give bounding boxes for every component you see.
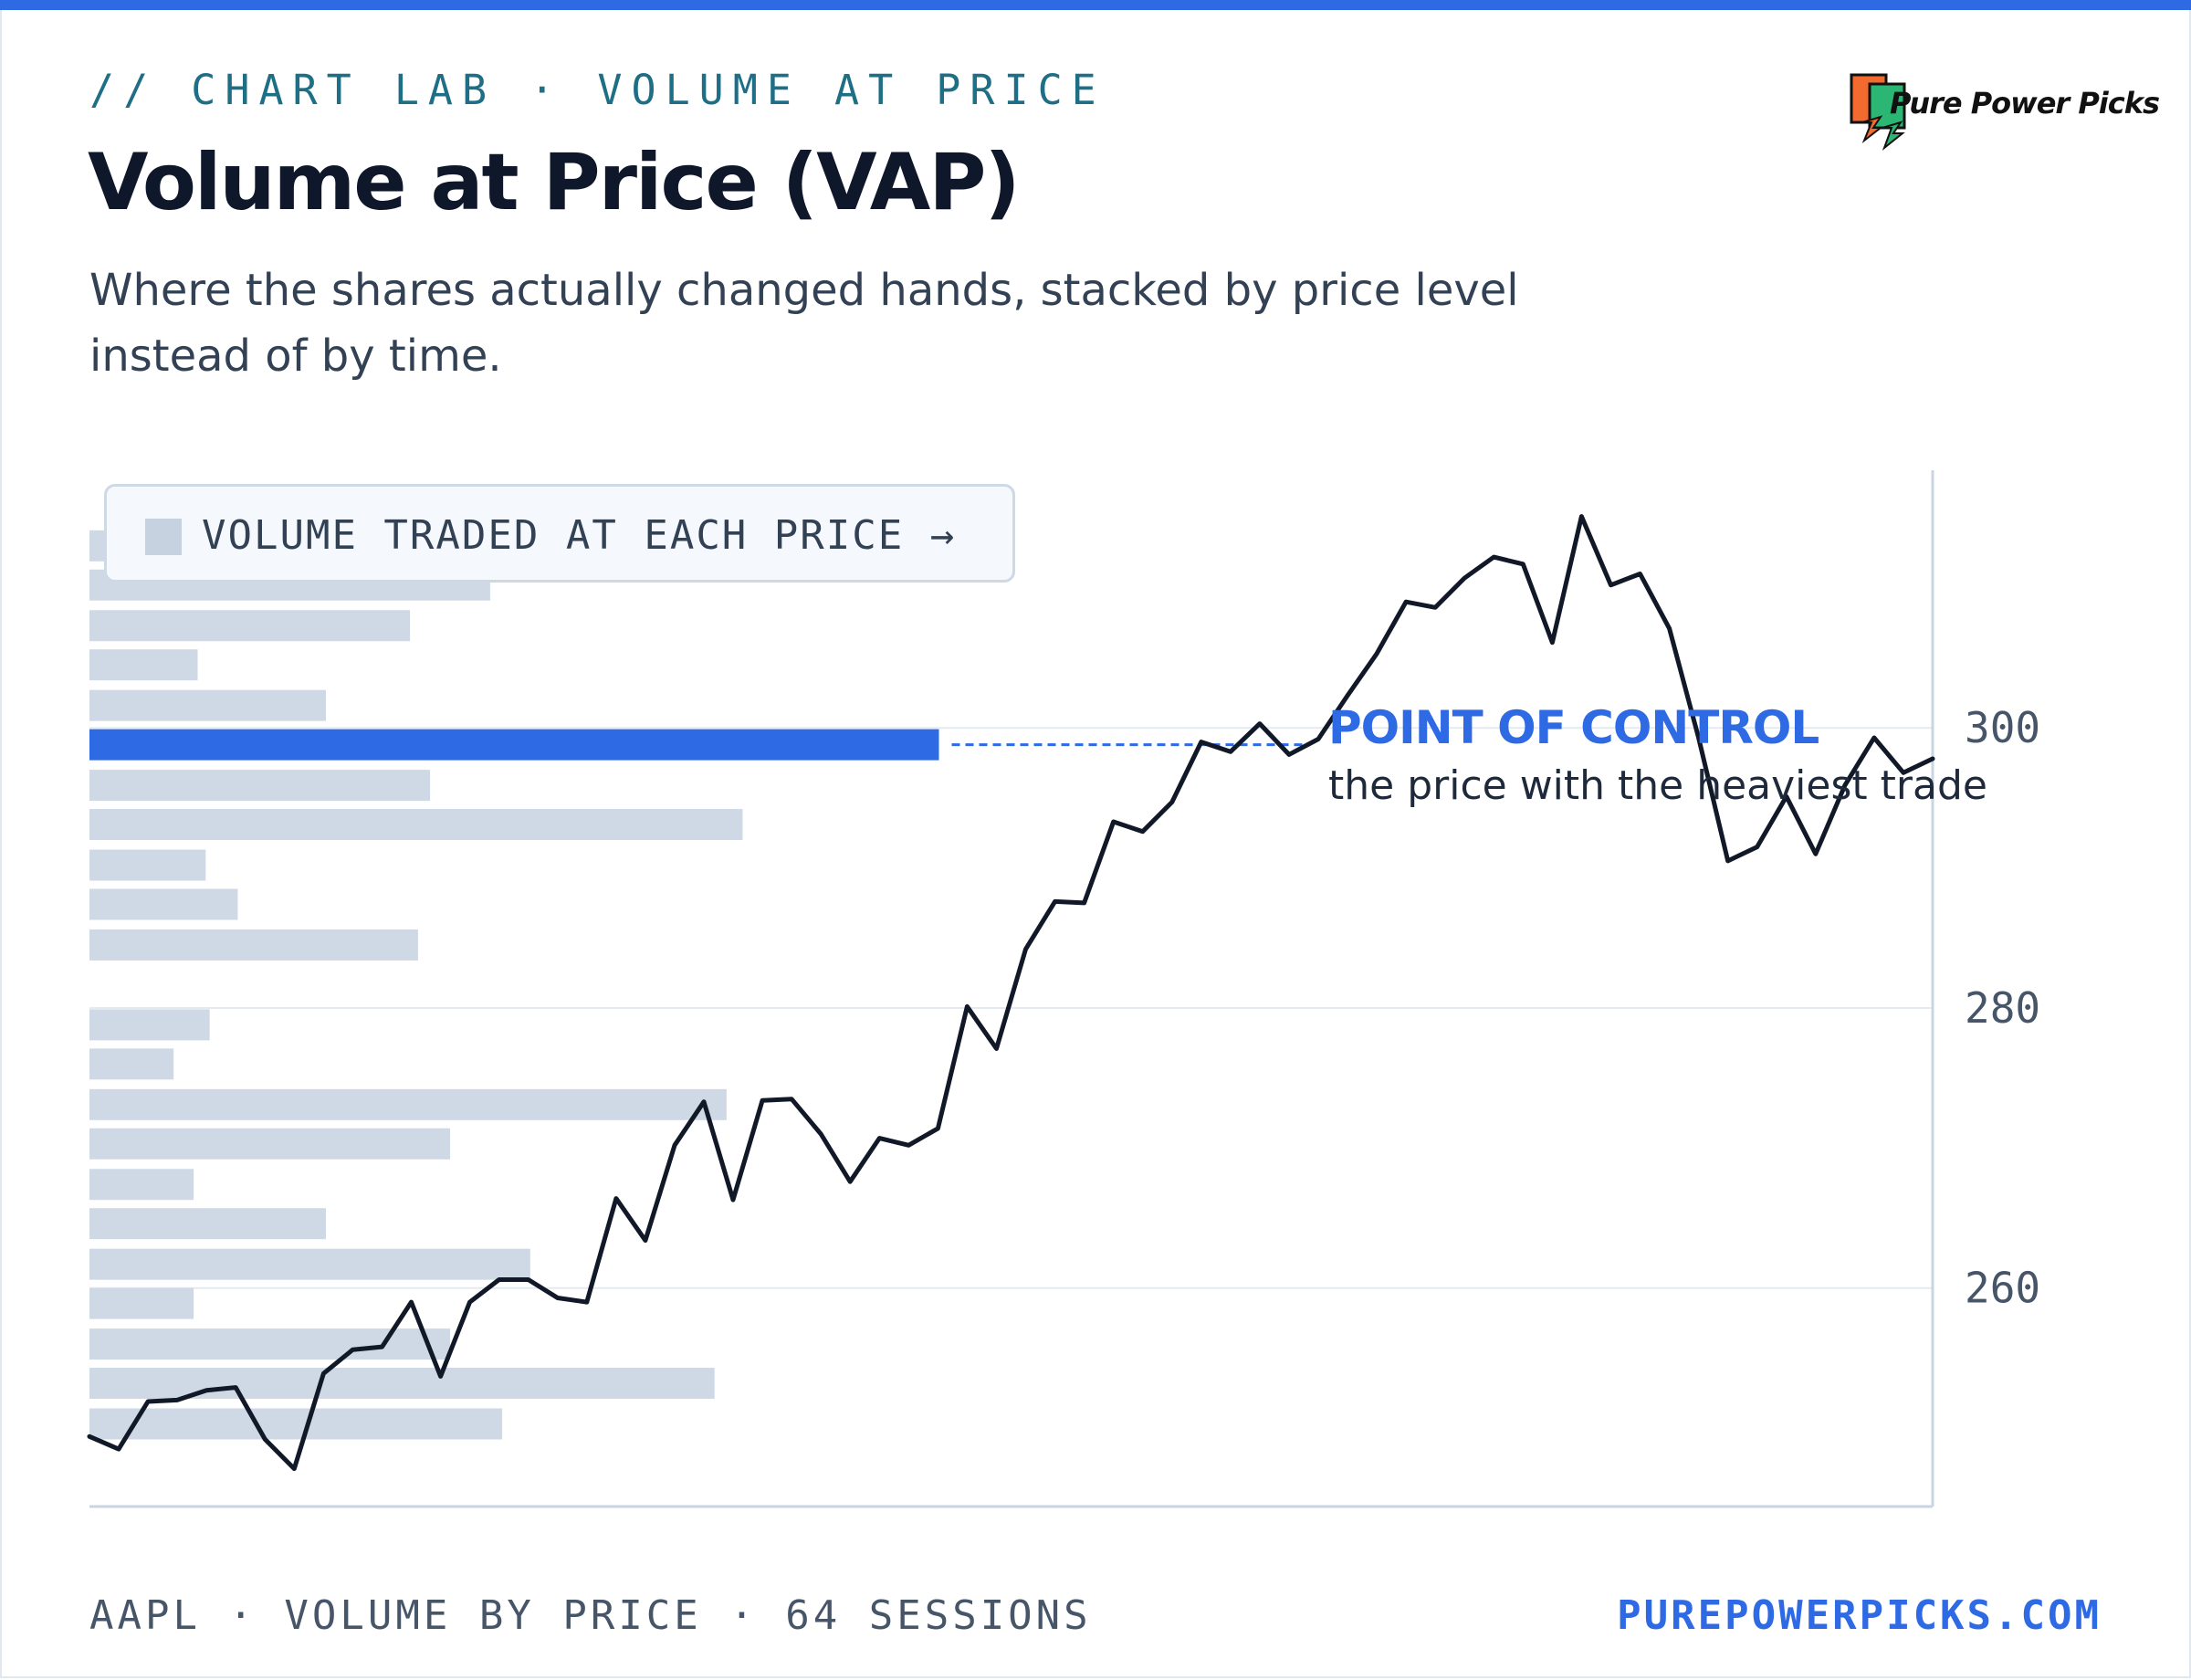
volume-bar (89, 689, 326, 721)
volume-bar (89, 849, 206, 881)
volume-bar (89, 1408, 503, 1440)
footer-website-link[interactable]: PUREPOWERPICKS.COM (1617, 1592, 2102, 1639)
eyebrow-label: // CHART LAB · VOLUME AT PRICE (89, 66, 1106, 114)
brand-logo: Pure Power Picks (1850, 71, 2160, 163)
volume-bar (89, 610, 411, 642)
legend-label: VOLUME TRADED AT EACH PRICE → (202, 512, 957, 559)
volume-profile-bars (89, 530, 939, 1440)
y-tick-label-260: 260 (1965, 1264, 2040, 1313)
volume-bar (89, 888, 238, 920)
legend-swatch (145, 519, 182, 555)
grid-lines (89, 727, 1933, 1289)
volume-bar (89, 1169, 194, 1201)
volume-bar (89, 1088, 727, 1120)
volume-bar (89, 770, 431, 802)
price-line-series (87, 514, 1935, 1472)
volume-bar (89, 1048, 174, 1080)
y-tick-labels: 260 280 300 (1965, 703, 2040, 1313)
volume-bar (89, 1248, 530, 1280)
footer-caption: AAPL · VOLUME BY PRICE · 64 SESSIONS (89, 1592, 1092, 1639)
poc-bar (89, 729, 939, 761)
chart-legend: VOLUME TRADED AT EACH PRICE → (104, 484, 1015, 583)
volume-bar (89, 809, 743, 841)
volume-bar (89, 649, 198, 681)
poc-annotation-subtitle: the price with the heaviest trade (1328, 762, 1987, 809)
volume-bar (89, 1128, 451, 1160)
logo-mark-icon (1850, 73, 1906, 152)
volume-bar (89, 1208, 326, 1240)
y-tick-label-300: 300 (1965, 703, 2040, 752)
volume-bar (89, 1009, 210, 1041)
volume-bar (89, 929, 418, 961)
poc-annotation-title: POINT OF CONTROL (1328, 701, 1819, 754)
volume-bar (89, 1368, 715, 1400)
logo-text: Pure Power Picks (1890, 86, 2160, 121)
accent-top-bar (0, 0, 2191, 10)
volume-bar (89, 1287, 194, 1319)
chart-axes (89, 470, 1934, 1508)
page-subtitle: Where the shares actually changed hands,… (89, 265, 1519, 382)
y-tick-label-280: 280 (1965, 983, 2040, 1033)
volume-bar (89, 1328, 451, 1360)
page-title: Volume at Price (VAP) (88, 137, 1021, 228)
